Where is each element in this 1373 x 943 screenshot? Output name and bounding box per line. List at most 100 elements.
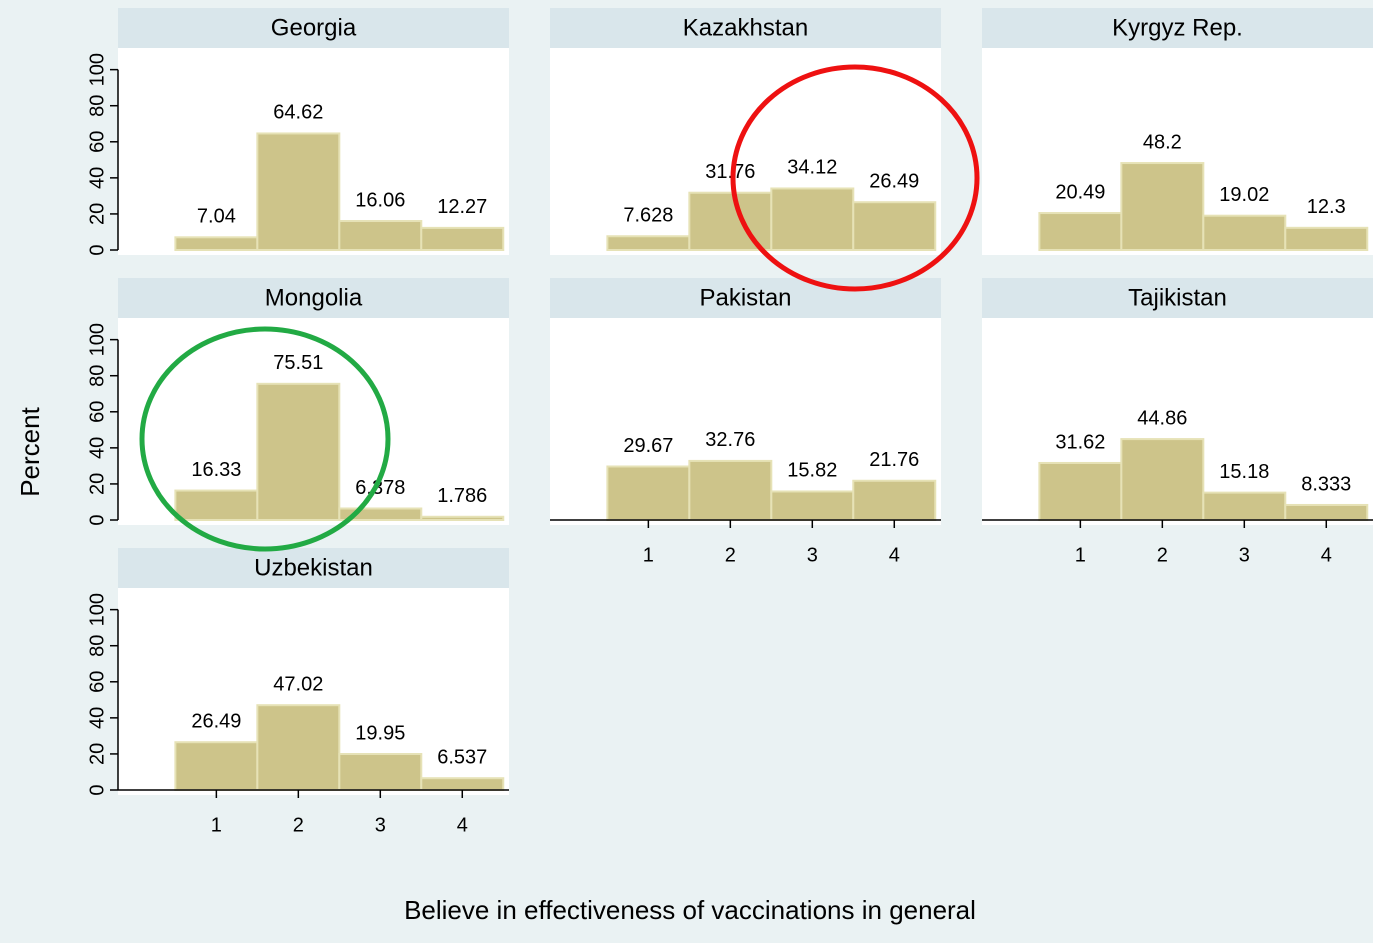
bar bbox=[606, 465, 691, 521]
x-tick-label: 4 bbox=[457, 814, 468, 836]
data-label: 48.2 bbox=[1143, 131, 1182, 153]
bar bbox=[688, 459, 773, 522]
y-tick-label: 100 bbox=[86, 323, 108, 356]
data-label: 1.786 bbox=[437, 485, 487, 507]
x-tick-label: 1 bbox=[1075, 544, 1086, 566]
bar bbox=[1202, 491, 1287, 522]
panel-title: Uzbekistan bbox=[254, 554, 373, 581]
bar bbox=[688, 191, 773, 251]
y-axis-title: Percent bbox=[15, 406, 45, 496]
data-label: 19.95 bbox=[355, 722, 405, 744]
panel-title-strip bbox=[118, 548, 509, 588]
x-tick-label: 3 bbox=[375, 814, 386, 836]
panel-title: Kyrgyz Rep. bbox=[1112, 14, 1243, 41]
bar bbox=[1284, 503, 1369, 521]
panel-title-strip bbox=[118, 8, 509, 48]
bar bbox=[852, 479, 937, 521]
bar bbox=[256, 132, 341, 251]
bar bbox=[420, 226, 505, 251]
panel-title-strip bbox=[982, 8, 1373, 48]
y-tick-label: 40 bbox=[86, 437, 108, 459]
panel-title: Pakistan bbox=[699, 284, 791, 311]
data-label: 19.02 bbox=[1219, 184, 1269, 206]
y-tick-label: 80 bbox=[86, 365, 108, 387]
bar bbox=[770, 490, 855, 521]
y-tick-label: 40 bbox=[86, 167, 108, 189]
x-axis-title: Believe in effectiveness of vaccinations… bbox=[404, 895, 976, 925]
data-label: 64.62 bbox=[273, 102, 323, 124]
x-tick-label: 2 bbox=[293, 814, 304, 836]
data-label: 8.333 bbox=[1301, 473, 1351, 495]
y-tick-label: 0 bbox=[86, 514, 108, 525]
x-tick-label: 3 bbox=[1239, 544, 1250, 566]
data-label: 15.82 bbox=[787, 460, 837, 482]
data-label: 12.27 bbox=[437, 196, 487, 218]
bar bbox=[1120, 438, 1205, 522]
bar bbox=[256, 704, 341, 791]
bar bbox=[174, 236, 259, 251]
bar bbox=[1202, 214, 1287, 252]
data-label: 44.86 bbox=[1137, 407, 1187, 429]
data-label: 20.49 bbox=[1055, 181, 1105, 203]
panel-title-strip bbox=[550, 8, 941, 48]
y-tick-label: 100 bbox=[86, 593, 108, 626]
data-label: 16.33 bbox=[191, 459, 241, 481]
data-label: 6.378 bbox=[355, 477, 405, 499]
data-label: 26.49 bbox=[869, 171, 919, 193]
data-label: 29.67 bbox=[623, 435, 673, 457]
data-label: 34.12 bbox=[787, 157, 837, 179]
bar bbox=[420, 515, 505, 521]
bar bbox=[606, 235, 691, 251]
bar bbox=[174, 741, 259, 791]
y-tick-label: 0 bbox=[86, 244, 108, 255]
panel-title: Georgia bbox=[271, 14, 357, 41]
data-label: 7.04 bbox=[197, 206, 236, 228]
y-tick-label: 40 bbox=[86, 707, 108, 729]
bar bbox=[256, 382, 341, 521]
y-tick-label: 60 bbox=[86, 671, 108, 693]
data-label: 75.51 bbox=[273, 352, 323, 374]
panel-title: Kazakhstan bbox=[683, 14, 808, 41]
y-tick-label: 80 bbox=[86, 635, 108, 657]
bar bbox=[338, 220, 423, 251]
x-tick-label: 3 bbox=[807, 544, 818, 566]
x-tick-label: 4 bbox=[1321, 544, 1332, 566]
bar bbox=[1120, 162, 1205, 251]
panel-title-strip bbox=[982, 278, 1373, 318]
data-label: 47.02 bbox=[273, 673, 323, 695]
y-tick-label: 80 bbox=[86, 95, 108, 117]
y-tick-label: 60 bbox=[86, 131, 108, 153]
data-label: 12.3 bbox=[1307, 196, 1346, 218]
x-tick-label: 2 bbox=[725, 544, 736, 566]
bar bbox=[338, 753, 423, 791]
x-tick-label: 1 bbox=[643, 544, 654, 566]
panel-title: Tajikistan bbox=[1128, 284, 1227, 311]
data-label: 15.18 bbox=[1219, 461, 1269, 483]
data-label: 16.06 bbox=[355, 189, 405, 211]
data-label: 31.62 bbox=[1055, 431, 1105, 453]
highlight-circle-red bbox=[730, 64, 980, 292]
bar bbox=[174, 489, 259, 521]
bar bbox=[1038, 212, 1123, 251]
data-label: 32.76 bbox=[705, 429, 755, 451]
y-tick-label: 20 bbox=[86, 743, 108, 765]
panel-title-strip bbox=[550, 278, 941, 318]
panel-title: Mongolia bbox=[265, 284, 363, 311]
bar bbox=[852, 201, 937, 251]
data-label: 6.537 bbox=[437, 746, 487, 768]
highlight-circle-green bbox=[139, 326, 391, 552]
bar bbox=[420, 777, 505, 792]
bar bbox=[1038, 461, 1123, 521]
x-tick-label: 2 bbox=[1157, 544, 1168, 566]
y-tick-label: 20 bbox=[86, 203, 108, 225]
x-tick-label: 1 bbox=[211, 814, 222, 836]
data-label: 21.76 bbox=[869, 449, 919, 471]
data-label: 31.76 bbox=[705, 161, 755, 183]
y-tick-label: 100 bbox=[86, 53, 108, 86]
y-tick-label: 20 bbox=[86, 473, 108, 495]
data-label: 26.49 bbox=[191, 711, 241, 733]
bar bbox=[338, 507, 423, 522]
